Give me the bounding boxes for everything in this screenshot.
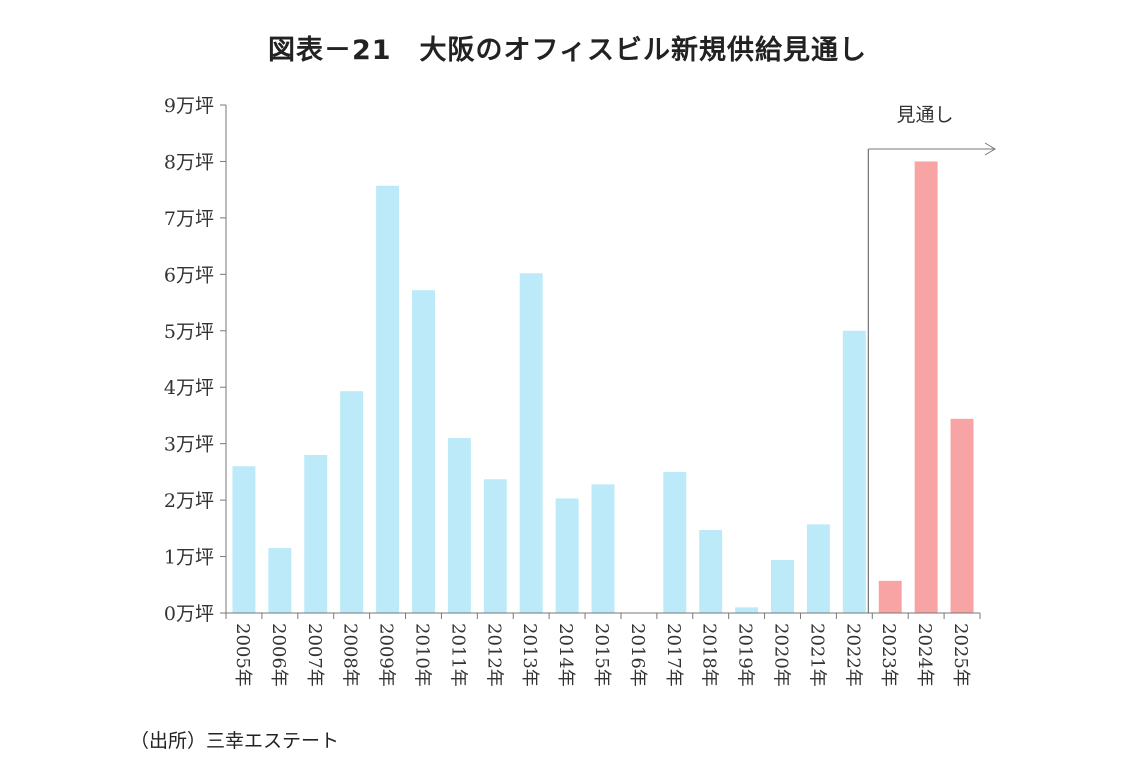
x-tick-label-8: 2013年 (519, 623, 540, 687)
chart-title: 図表－21 大阪のオフィスビル新規供給見通し (267, 35, 868, 66)
x-tick-label-13: 2018年 (699, 623, 720, 687)
x-tick-label-9: 2014年 (555, 623, 576, 687)
y-tick-label-9: 9万坪 (164, 95, 214, 117)
bar-0 (232, 466, 256, 613)
bar-10 (591, 484, 615, 613)
x-tick-label-11: 2016年 (627, 623, 648, 687)
x-tick-label-14: 2019年 (735, 623, 756, 687)
bar-8 (519, 273, 543, 613)
x-tick-label-20: 2025年 (950, 623, 971, 687)
x-tick-label-3: 2008年 (340, 623, 361, 687)
x-tick-label-10: 2015年 (591, 623, 612, 687)
forecast-label: 見通し (896, 104, 953, 126)
bars-group (232, 161, 974, 613)
x-tick-label-17: 2022年 (842, 623, 863, 687)
y-tick-label-8: 8万坪 (164, 151, 214, 173)
y-tick-label-4: 4万坪 (164, 377, 214, 399)
y-tick-label-1: 1万坪 (164, 547, 214, 569)
x-axis: 2005年 2006年 2007年 2008年 2009年 2010年 2011年 2012年… (225, 612, 981, 687)
x-tick-label-4: 2009年 (376, 623, 397, 687)
forecast-annotation: 見通し (867, 104, 996, 613)
bar-13 (699, 530, 723, 613)
x-tick-label-18: 2023年 (878, 623, 899, 687)
x-tick-label-2: 2007年 (304, 623, 325, 687)
forecast-arrow-head (984, 142, 996, 156)
x-tick-label-15: 2020年 (771, 623, 792, 687)
x-tick-label-1: 2006年 (268, 623, 289, 687)
y-tick-label-3: 3万坪 (164, 434, 214, 456)
y-tick-label-0: 0万坪 (164, 603, 214, 625)
bar-5 (411, 290, 435, 613)
y-tick-label-5: 5万坪 (164, 321, 214, 343)
bar-1 (268, 548, 292, 613)
bar-9 (555, 498, 579, 613)
bar-16 (806, 524, 830, 613)
x-tick-label-6: 2011年 (447, 623, 468, 687)
x-tick-label-7: 2012年 (483, 623, 504, 687)
bar-3 (340, 391, 364, 613)
x-tick-label-12: 2017年 (663, 623, 684, 687)
bar-19 (914, 161, 938, 613)
bar-6 (447, 438, 471, 613)
x-tick-label-0: 2005年 (232, 623, 253, 687)
bar-15 (771, 559, 795, 613)
bar-20 (950, 418, 974, 613)
x-tick-label-19: 2024年 (914, 623, 935, 687)
y-tick-label-2: 2万坪 (164, 490, 214, 512)
bar-4 (376, 185, 400, 613)
y-axis: 0万坪 1万坪 2万坪 3万坪 4万坪 5万坪 6万坪 7万坪 8万坪 9万坪 (164, 95, 227, 625)
bar-18 (878, 580, 902, 613)
bar-17 (842, 330, 866, 613)
bar-2 (304, 454, 328, 613)
x-tick-label-5: 2010年 (411, 623, 432, 687)
y-tick-label-7: 7万坪 (164, 208, 214, 230)
y-tick-label-6: 6万坪 (164, 264, 214, 286)
bar-14 (735, 607, 759, 613)
bar-12 (663, 471, 687, 613)
bar-7 (483, 479, 507, 613)
x-tick-label-16: 2021年 (806, 623, 827, 687)
source-note: （出所）三幸エステート (130, 730, 340, 752)
